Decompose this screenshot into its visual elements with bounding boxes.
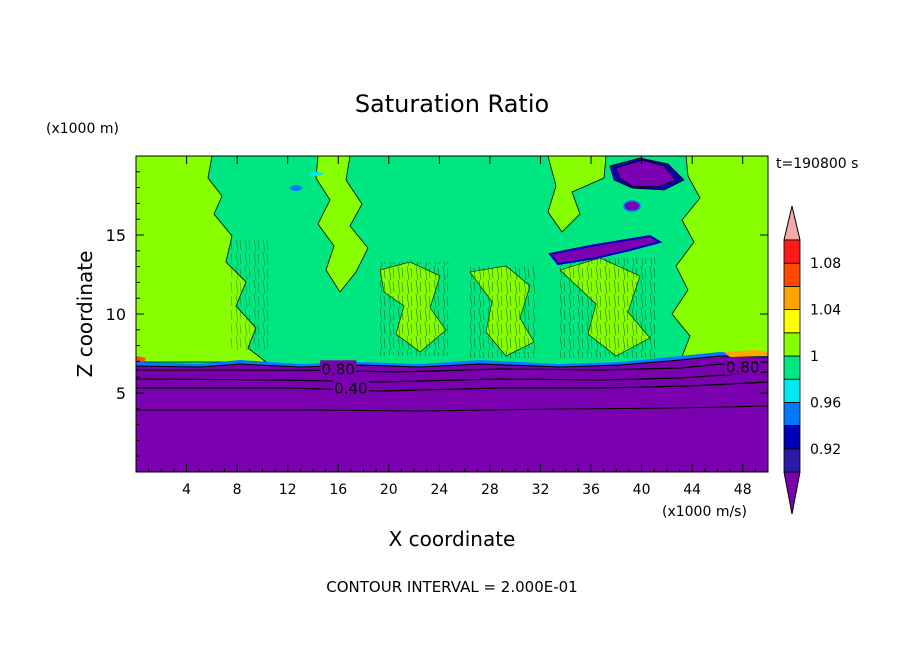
colorbar-swatch [783,262,801,287]
x-tick-label: 32 [532,482,550,498]
dry-patch-small [623,200,641,212]
streak-texture-left [380,262,450,356]
streak-texture-mid [470,266,536,358]
y-tick-label: 15 [106,226,126,245]
colorbar-swatch [783,401,801,426]
x-tick-label: 48 [734,482,752,498]
colorbar-swatch [783,448,801,473]
time-label: t=190800 s [776,156,858,172]
dry-patch-tiny-top [309,172,323,176]
streak-texture-right [556,258,656,358]
colorbar-swatch [783,378,801,403]
dry-patch-tiny-left [290,185,302,191]
dry-band-diagonal [548,234,663,266]
x-axis-label: X coordinate [389,527,516,551]
colorbar-arrow-high [783,205,801,241]
contour-label-bg [724,358,761,375]
streak-texture-far-left [230,240,270,350]
contour-label: 0.80 [726,359,759,377]
contour-labels: 0.800.400.80 [320,358,761,397]
x-tick-label: 20 [380,482,398,498]
colorbar-swatch [783,425,801,450]
x-tick-label: 36 [582,482,600,498]
y-unit-label: (x1000 m) [46,121,119,137]
colorbar-swatch [783,285,801,310]
plot-area [136,156,768,472]
warm-blob-right [724,350,768,357]
x-tick-label: 12 [279,482,297,498]
chart-title: Saturation Ratio [355,90,549,118]
region-lightgreen-midright [547,156,607,233]
colorbar-label: 1.08 [810,256,841,272]
colorbar-label: 1 [810,349,819,365]
y-tick-label: 10 [106,305,126,324]
colorbar-arrow-low [783,471,801,515]
x-tick-label: 24 [430,482,448,498]
colorbar-label: 0.92 [810,442,841,458]
colorbar-label: 1.04 [810,303,841,319]
x-tick-label: 16 [329,482,347,498]
region-lightgreen-right [671,156,768,363]
y-axis: 5 10 15 [106,171,768,457]
dry-patch-top-right-core [615,159,677,188]
contour-line-0.40 [136,381,768,392]
contour-label: 0.80 [322,360,355,378]
x-tick-label: 40 [633,482,651,498]
x-tick-label: 8 [233,482,242,498]
x-axis: 4 8 12 16 20 24 28 32 36 40 44 48 [148,156,756,498]
colorbar-swatch [783,309,801,334]
colorbar-swatch [783,355,801,380]
x-unit-label: (x1000 m/s) [662,504,747,520]
colorbar-swatch [783,239,801,264]
contour-line-0.20 [136,405,768,412]
contour-line-0.80 [136,361,768,373]
contour-interval-footer: CONTOUR INTERVAL = 2.000E-01 [326,578,577,596]
colorbar: 1.08 1.04 1 0.96 0.92 [783,205,841,515]
contour-label: 0.40 [334,379,367,397]
region-lightgreen-center [315,156,369,293]
warm-blob-left [136,356,146,362]
contour-label-bg [320,360,357,377]
y-axis-label: Z coordinate [73,251,97,378]
x-tick-label: 28 [481,482,499,498]
x-tick-label: 4 [182,482,191,498]
x-tick-label: 44 [683,482,701,498]
colorbar-swatch [783,332,801,357]
dry-layer [136,355,768,472]
colorbar-label: 0.96 [810,395,841,411]
contour-line-0.60 [136,371,768,383]
contour-label-bg [332,379,369,396]
y-tick-label: 5 [116,384,126,403]
